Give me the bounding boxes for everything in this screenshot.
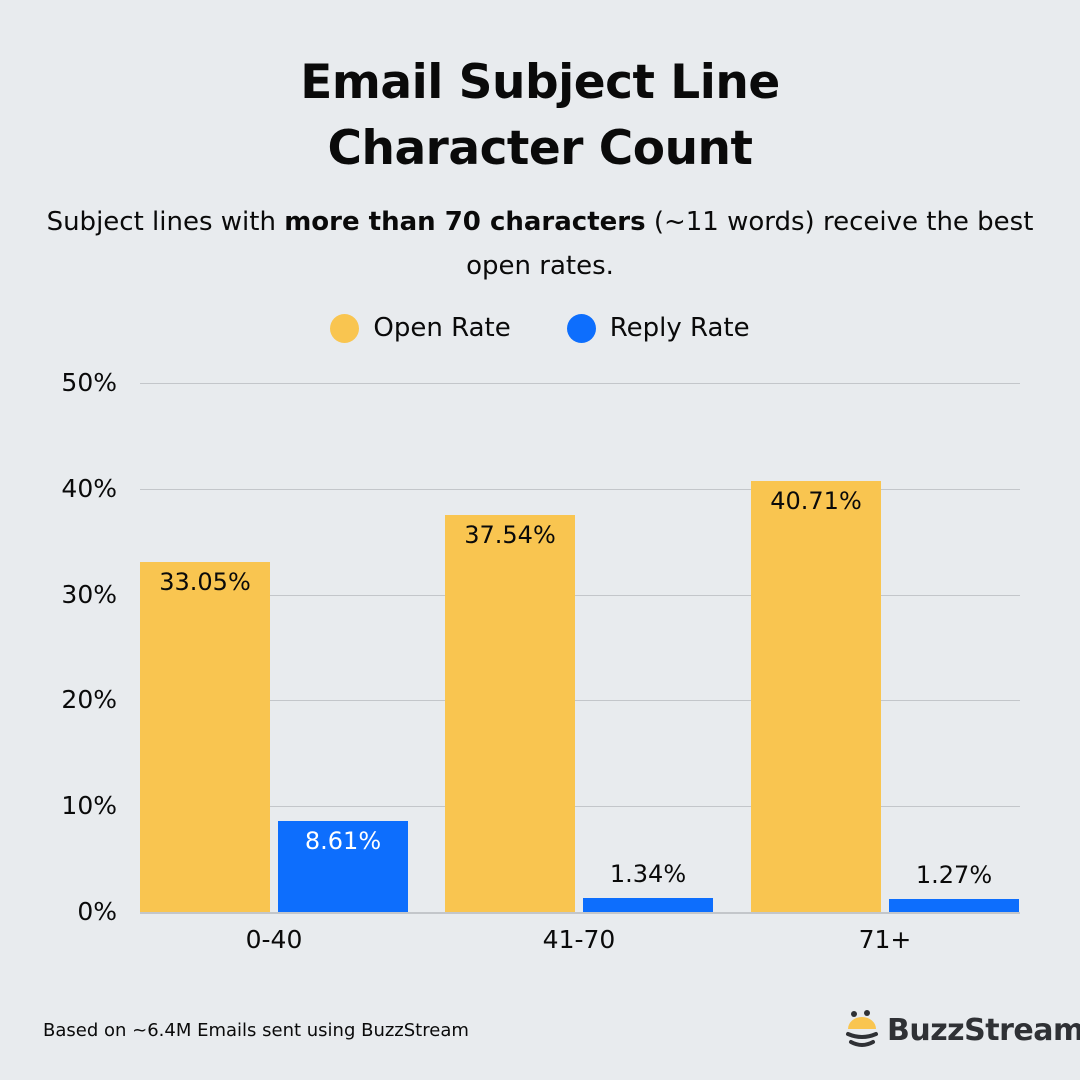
chart-legend: Open Rate Reply Rate: [0, 313, 1080, 343]
legend-item-reply-rate: Reply Rate: [566, 313, 750, 343]
bar-reply-rate-41-70: 1.34%: [583, 860, 713, 912]
bar-value-label: 33.05%: [159, 568, 251, 597]
x-axis-tick-label: 41-70: [542, 925, 616, 954]
chart-subtitle: Subject lines with more than 70 characte…: [40, 200, 1040, 288]
x-axis-tick-label: 0-40: [245, 925, 303, 954]
y-axis-tick-label: 40%: [61, 473, 117, 503]
bar-value-label: 1.34%: [609, 859, 687, 888]
legend-dot-icon-open: [330, 313, 360, 343]
gridline: [140, 806, 1020, 808]
buzzstream-logo: BuzzStream: [845, 1010, 1080, 1050]
bar-value-label: 1.27%: [915, 860, 993, 889]
bar-value-label: 8.61%: [304, 826, 382, 855]
y-axis-tick-label: 30%: [61, 579, 117, 609]
legend-label-open: Open Rate: [373, 313, 511, 343]
bar-value-label: 37.54%: [464, 520, 556, 549]
legend-label-reply: Reply Rate: [609, 313, 750, 343]
y-axis-tick-label: 20%: [61, 685, 117, 715]
subtitle-text-post: (~11 words) receive the best open rates.: [466, 207, 1034, 281]
y-axis-tick-label: 0%: [77, 897, 117, 926]
bee-logo-icon: [846, 1010, 878, 1047]
bar-open-rate-41-70: 37.54%: [445, 514, 575, 912]
subtitle-text-pre: Subject lines with: [46, 207, 285, 237]
bar-reply-rate-71+: 1.27%: [889, 861, 1019, 912]
bar-open-rate-0-40: 33.05%: [140, 562, 270, 912]
bar-open-rate-71+: 40.71%: [751, 481, 881, 912]
legend-item-open-rate: Open Rate: [330, 313, 511, 343]
bar-reply-rate-0-40: 8.61%: [278, 820, 408, 912]
gridline: [140, 594, 1020, 596]
x-axis-tick-label: 71+: [858, 925, 912, 954]
gridline: [140, 700, 1020, 702]
y-axis-tick-label: 10%: [61, 791, 117, 821]
x-axis-line: [140, 912, 1020, 914]
bar-value-label: 40.71%: [770, 487, 862, 516]
gridline: [140, 488, 1020, 490]
brand-name: BuzzStream: [887, 1012, 1080, 1048]
y-axis-tick-label: 50%: [61, 368, 117, 397]
footnote: Based on ~6.4M Emails sent using BuzzStr…: [43, 1020, 469, 1041]
chart-title-line2: Character Count: [327, 121, 753, 176]
chart-title-line1: Email Subject Line: [300, 55, 780, 110]
gridline: [140, 383, 1020, 384]
chart-title: Email Subject Line Character Count: [0, 50, 1080, 182]
subtitle-text-bold: more than 70 characters: [284, 207, 646, 237]
legend-dot-icon-reply: [566, 313, 596, 343]
